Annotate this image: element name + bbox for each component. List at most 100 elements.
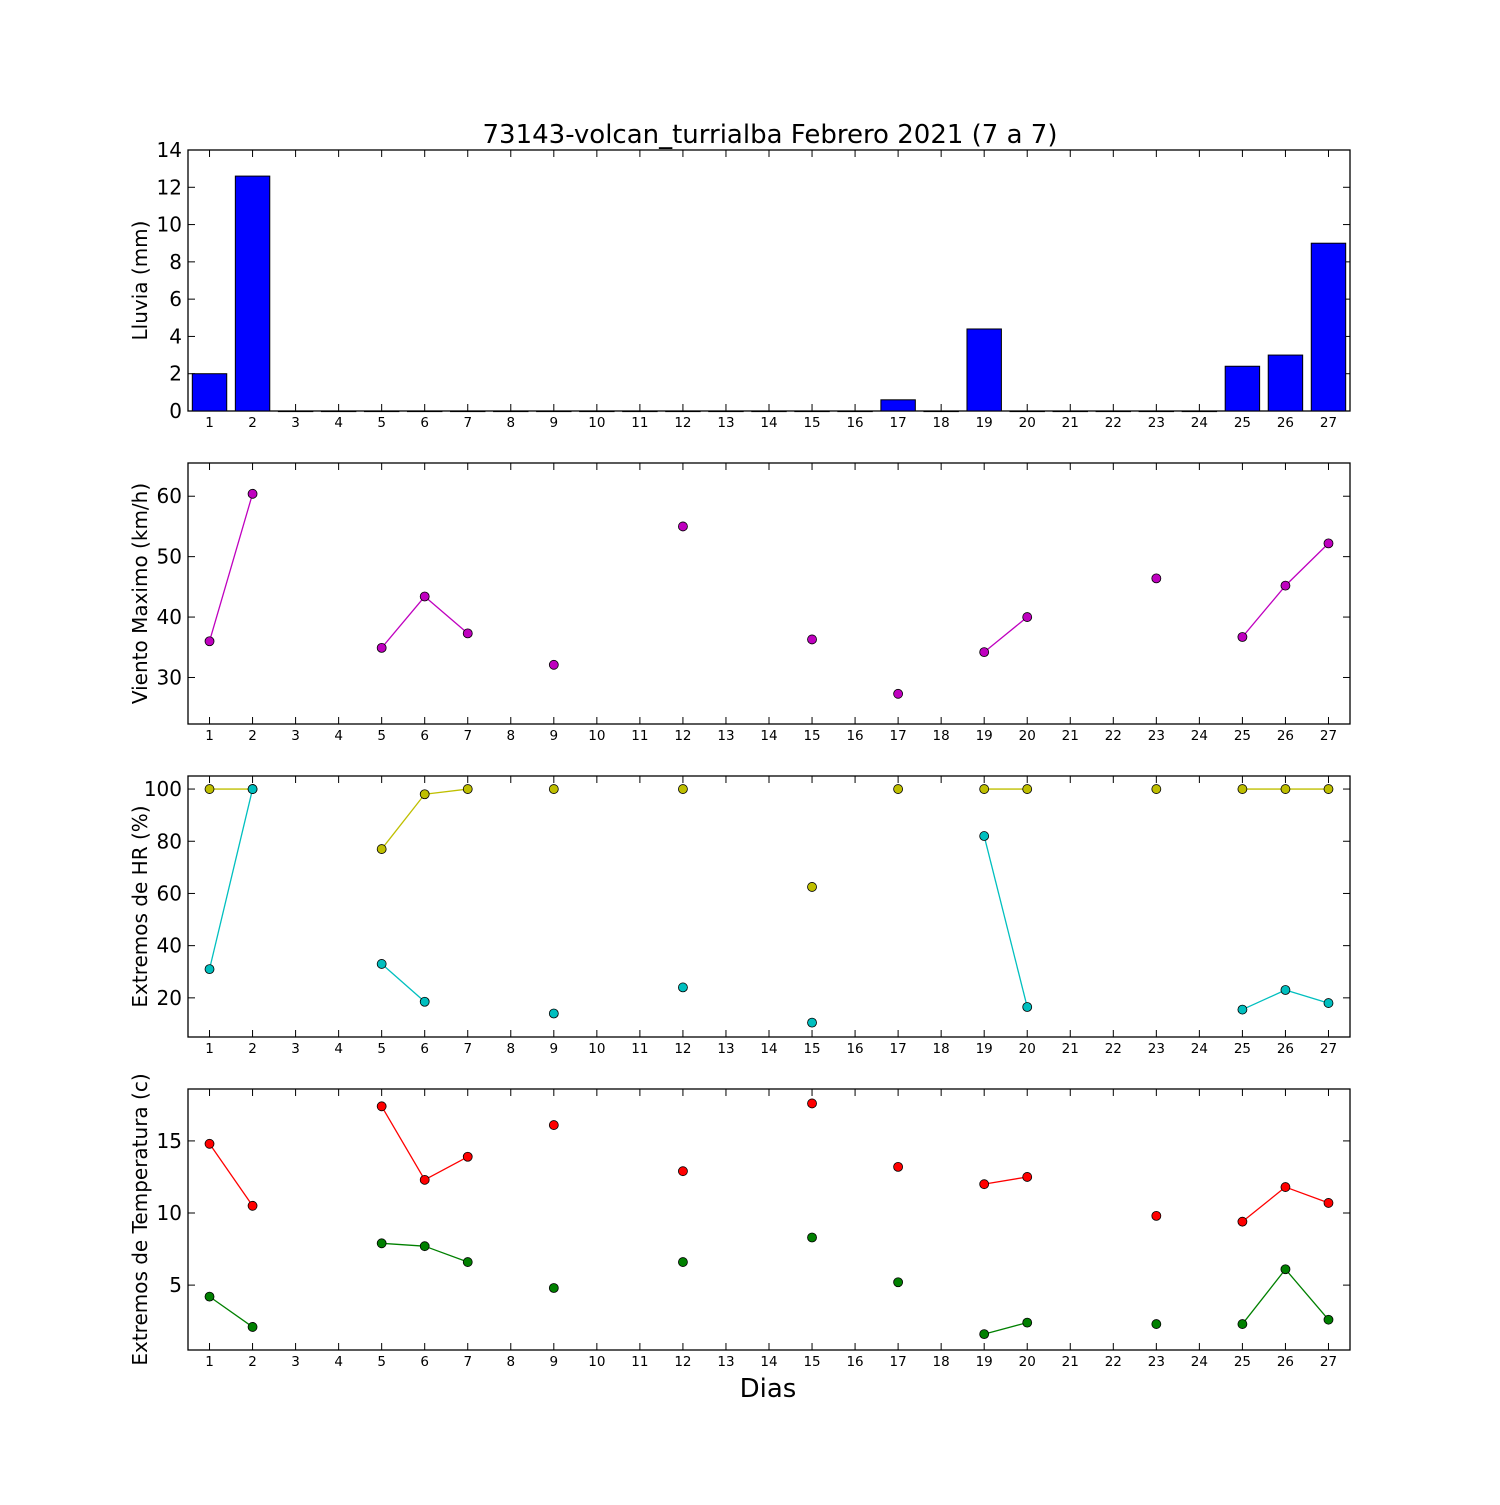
x-tick-label: 6 <box>420 1041 429 1057</box>
x-tick-label: 9 <box>550 1041 559 1057</box>
data-point <box>678 1166 688 1177</box>
x-tick-label: 2 <box>248 415 257 431</box>
series-line <box>209 1296 253 1328</box>
x-tick-label: 23 <box>1148 1354 1165 1370</box>
x-tick-label: 19 <box>976 415 993 431</box>
y-tick-label: 80 <box>157 829 182 853</box>
bar <box>1267 354 1304 412</box>
bar <box>794 410 830 413</box>
x-tick-label: 19 <box>976 1041 993 1057</box>
x-tick-label: 26 <box>1277 1041 1294 1057</box>
data-point <box>1022 1172 1033 1182</box>
x-tick-label: 14 <box>760 415 777 431</box>
data-point <box>462 1151 473 1162</box>
x-tick-label: 25 <box>1234 1041 1251 1057</box>
bar <box>191 373 228 412</box>
series-line <box>1241 585 1286 638</box>
x-tick-label: 13 <box>717 415 734 431</box>
x-tick-label: 20 <box>1019 415 1036 431</box>
y-tick-label: 6 <box>169 287 182 311</box>
x-tick-label: 16 <box>846 415 863 431</box>
bar <box>320 410 357 413</box>
x-tick-label: 4 <box>334 728 343 744</box>
x-tick-label: 7 <box>463 415 472 431</box>
data-point <box>462 628 473 639</box>
data-point <box>1237 784 1248 794</box>
x-tick-label: 26 <box>1277 1354 1294 1370</box>
bar <box>1009 410 1045 413</box>
data-point <box>807 1232 817 1243</box>
x-tick-label: 12 <box>674 1354 691 1370</box>
x-tick-label: 5 <box>377 1041 386 1057</box>
data-point <box>247 784 258 794</box>
x-tick-label: 5 <box>377 1354 386 1370</box>
x-tick-label: 24 <box>1191 415 1208 431</box>
data-point <box>204 784 215 794</box>
series-line <box>381 793 426 850</box>
x-tick-label: 11 <box>631 1354 648 1370</box>
x-tick-label: 23 <box>1148 1041 1165 1057</box>
x-tick-label: 3 <box>291 728 300 744</box>
x-tick-label: 15 <box>803 728 820 744</box>
data-point <box>1237 1004 1248 1015</box>
x-tick-label: 22 <box>1105 1041 1122 1057</box>
data-point <box>1022 784 1033 794</box>
x-tick-label: 26 <box>1277 728 1294 744</box>
y-tick-label: 10 <box>157 1201 182 1225</box>
data-point <box>419 591 430 602</box>
x-tick-label: 19 <box>976 728 993 744</box>
bar <box>579 410 615 413</box>
x-tick-label: 20 <box>1019 1041 1036 1057</box>
x-axis-label: Dias <box>740 1374 797 1404</box>
data-point <box>376 642 387 653</box>
x-tick-label: 27 <box>1320 1041 1337 1057</box>
data-point <box>1151 1319 1162 1329</box>
data-point <box>1280 784 1291 794</box>
x-tick-label: 18 <box>933 728 950 744</box>
x-tick-label: 10 <box>588 1041 605 1057</box>
x-tick-label: 23 <box>1148 728 1165 744</box>
data-point <box>376 844 387 854</box>
data-point <box>979 647 990 658</box>
x-tick-label: 8 <box>506 415 515 431</box>
x-tick-label: 15 <box>803 1041 820 1057</box>
x-tick-label: 15 <box>803 415 820 431</box>
series-line <box>1285 1186 1329 1204</box>
x-tick-label: 4 <box>334 1354 343 1370</box>
x-tick-label: 6 <box>420 728 429 744</box>
data-point <box>678 521 688 532</box>
x-tick-label: 17 <box>890 1041 907 1057</box>
data-point <box>979 831 990 841</box>
data-point <box>247 488 258 499</box>
data-point <box>1237 1216 1248 1227</box>
x-tick-label: 27 <box>1320 415 1337 431</box>
x-tick-label: 16 <box>846 1354 863 1370</box>
x-tick-label: 1 <box>205 1041 214 1057</box>
x-tick-label: 23 <box>1148 415 1165 431</box>
x-tick-label: 5 <box>377 415 386 431</box>
bar <box>622 410 658 413</box>
data-point <box>807 634 817 645</box>
data-point <box>807 882 817 892</box>
x-tick-label: 18 <box>933 1354 950 1370</box>
data-point <box>893 1161 904 1172</box>
x-tick-label: 14 <box>760 728 777 744</box>
x-tick-label: 22 <box>1105 728 1122 744</box>
y-axis-label: Viento Maximo (km/h) <box>128 483 152 704</box>
bar <box>536 410 572 413</box>
data-point <box>893 1277 904 1288</box>
series-line <box>1284 1268 1329 1321</box>
bar <box>406 410 443 413</box>
data-point <box>419 789 430 800</box>
x-tick-label: 14 <box>760 1041 777 1057</box>
plot-frame <box>187 462 1351 725</box>
bar <box>1224 365 1261 412</box>
x-tick-label: 21 <box>1062 728 1079 744</box>
bar <box>450 410 486 413</box>
bar <box>1052 410 1088 413</box>
x-tick-label: 8 <box>506 1041 515 1057</box>
y-tick-label: 14 <box>157 138 182 162</box>
x-tick-label: 7 <box>463 728 472 744</box>
